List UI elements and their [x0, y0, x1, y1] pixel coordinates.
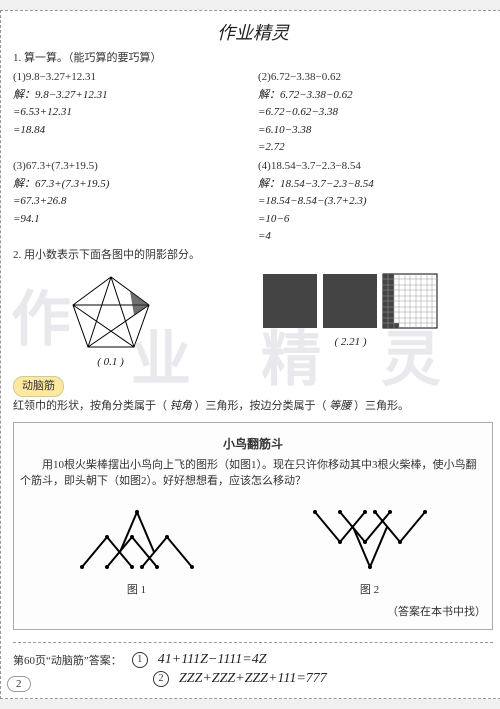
work-line: =6.53+12.31: [13, 105, 248, 120]
q1-col3: (3)67.3+(7.3+19.5) 解：67.3+(7.3+19.5) =67…: [13, 157, 248, 246]
footer-label: 第60页“动脑筋”答案：: [13, 652, 122, 668]
bird-title: 小鸟翻筋斗: [20, 435, 486, 452]
footer-answer-2: ZZZ+ZZZ+ZZZ+111=777: [179, 671, 327, 687]
work-line: 解：9.8−3.27+12.31: [13, 88, 248, 103]
circle-2-icon: 2: [153, 671, 169, 687]
q1-block-a: (1)9.8−3.27+12.31 解：9.8−3.27+12.31 =6.53…: [13, 68, 493, 157]
scarf-answer-2: 等腰: [329, 400, 351, 412]
work-line: =6.72−0.62−3.38: [258, 105, 493, 120]
work-line: =6.10−3.38: [258, 123, 493, 138]
q1-col4: (4)18.54−3.7−2.3−8.54 解：18.54−3.7−2.3−8.…: [258, 157, 493, 246]
grids-fig: ( 2.21 ): [261, 272, 441, 368]
matchstick-bird-down-icon: [305, 497, 435, 577]
bird-puzzle-box: 小鸟翻筋斗 用10根火柴棒摆出小鸟向上飞的图形（如图1）。现在只许你移动其中3根…: [13, 422, 493, 629]
bird-cap1: 图 1: [72, 581, 202, 597]
q1-p1-label: (1)9.8−3.27+12.31: [13, 70, 248, 85]
work-line: =18.84: [13, 123, 248, 138]
brain-badge: 动脑筋: [13, 376, 64, 397]
scarf-post: ）三角形。: [354, 400, 409, 412]
bird-cap2: 图 2: [305, 581, 435, 597]
bird-figures: 图 1 图 2: [20, 497, 486, 597]
work-line: =2.72: [258, 140, 493, 155]
bird-fig2: 图 2: [305, 497, 435, 597]
q1-block-b: (3)67.3+(7.3+19.5) 解：67.3+(7.3+19.5) =67…: [13, 157, 493, 246]
matchstick-bird-up-icon: [72, 497, 202, 577]
q2-figures: ( 0.1 ) ( 2.21 ): [13, 272, 493, 368]
page-title: 作业精灵: [13, 19, 493, 45]
q2-title: 2. 用小数表示下面各图中的阴影部分。: [13, 248, 493, 263]
scarf-question: 红领巾的形状，按角分类属于（ 钝角 ）三角形，按边分类属于（ 等腰 ）三角形。: [13, 399, 493, 414]
pentagon-fig: ( 0.1 ): [66, 272, 156, 368]
q1-p4-label: (4)18.54−3.7−2.3−8.54: [258, 159, 493, 174]
q1-col2: (2)6.72−3.38−0.62 解：6.72−3.38−0.62 =6.72…: [258, 68, 493, 157]
scarf-mid: ）三角形，按边分类属于（: [195, 400, 327, 412]
footer-answers: 第60页“动脑筋”答案： 1 41+111Z−1111=4Z 2 ZZZ+ZZZ…: [13, 642, 493, 687]
hundred-grids-icon: [261, 272, 441, 332]
work-line: =4: [258, 229, 493, 244]
q1-p3-label: (3)67.3+(7.3+19.5): [13, 159, 248, 174]
q1-col1: (1)9.8−3.27+12.31 解：9.8−3.27+12.31 =6.53…: [13, 68, 248, 157]
pentagon-shaded-icon: [66, 272, 156, 352]
bird-note: （答案在本书中找）: [20, 605, 486, 620]
work-line: 解：6.72−3.38−0.62: [258, 88, 493, 103]
pentagon-answer: ( 0.1 ): [66, 356, 156, 368]
work-line: =10−6: [258, 212, 493, 227]
q1-title: 1. 算一算。（能巧算的要巧算）: [13, 51, 493, 66]
work-line: =94.1: [13, 212, 248, 227]
page-number: 2: [7, 676, 31, 692]
work-line: 解：67.3+(7.3+19.5): [13, 177, 248, 192]
footer-answer-1: 41+111Z−1111=4Z: [158, 652, 267, 668]
worksheet-page: 作 业 精 灵 作业精灵 1. 算一算。（能巧算的要巧算） (1)9.8−3.2…: [0, 10, 500, 699]
circle-1-icon: 1: [132, 652, 148, 668]
work-line: 解：18.54−3.7−2.3−8.54: [258, 177, 493, 192]
work-line: =67.3+26.8: [13, 194, 248, 209]
scarf-answer-1: 钝角: [170, 400, 192, 412]
grids-answer: ( 2.21 ): [261, 336, 441, 348]
work-line: =18.54−8.54−(3.7+2.3): [258, 194, 493, 209]
brain-section: 动脑筋: [13, 376, 493, 397]
scarf-pre: 红领巾的形状，按角分类属于（: [13, 400, 167, 412]
q1-p2-label: (2)6.72−3.38−0.62: [258, 70, 493, 85]
bird-fig1: 图 1: [72, 497, 202, 597]
bird-body: 用10根火柴棒摆出小鸟向上飞的图形（如图1）。现在只许你移动其中3根火柴棒，使小…: [20, 458, 486, 489]
